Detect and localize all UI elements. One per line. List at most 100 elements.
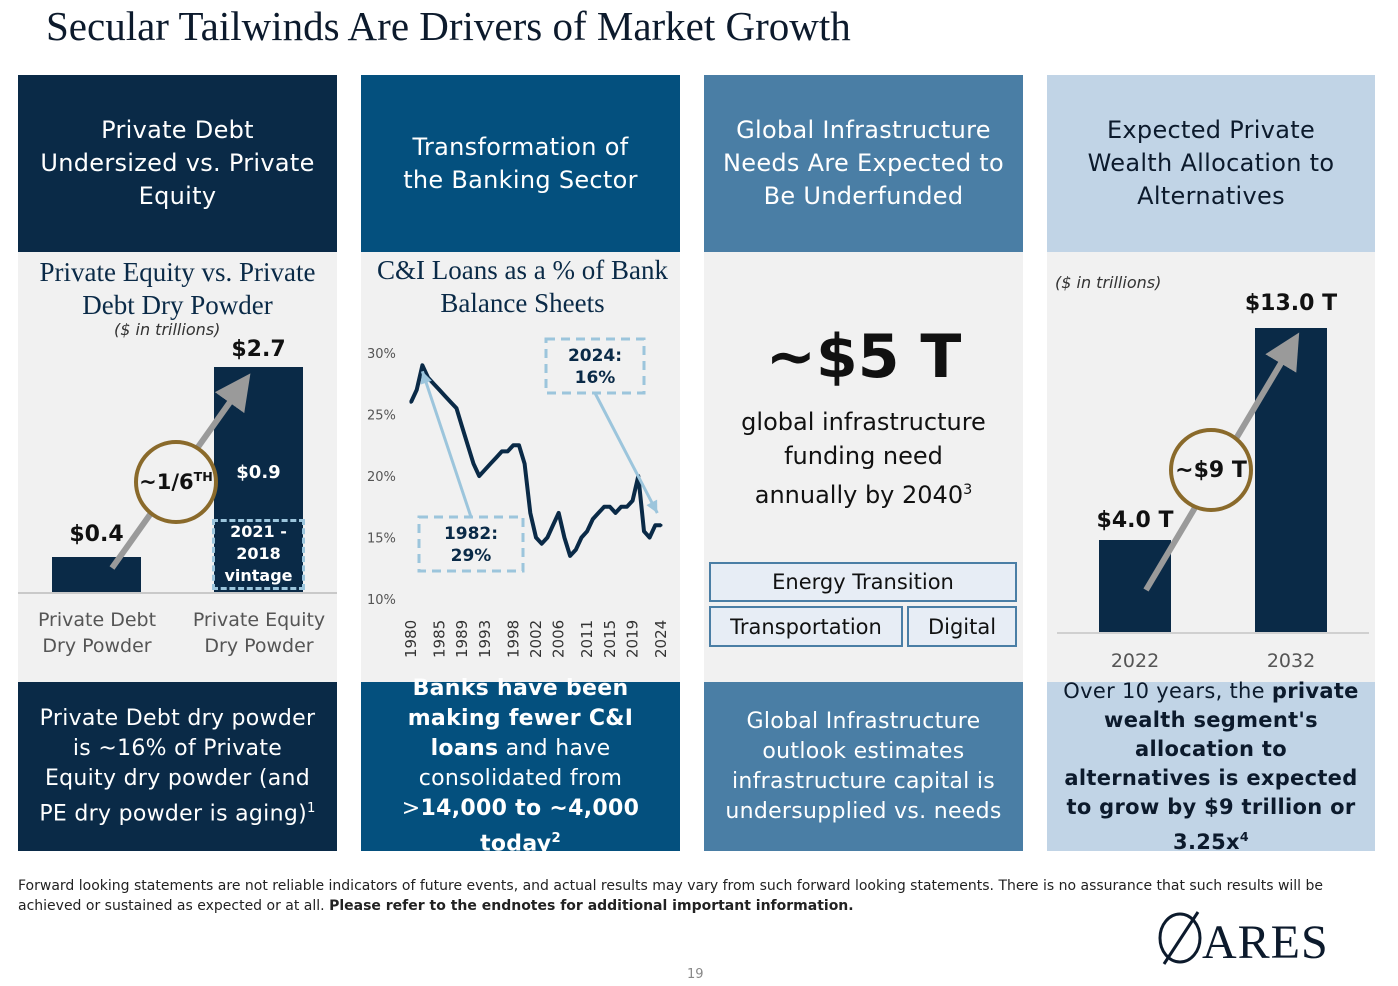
box-digital: Digital — [907, 606, 1017, 647]
logo-ring — [1158, 912, 1202, 964]
data-point — [409, 400, 413, 404]
logo-slash — [1162, 911, 1200, 965]
vintage-label: 2021 - 2018 vintage — [224, 522, 293, 585]
annotation-2024-arrowhead — [646, 499, 658, 514]
data-point — [466, 443, 470, 447]
annotation-1982-arrowhead — [420, 371, 432, 385]
x-tick-label: 2024 — [652, 620, 670, 658]
data-point — [602, 505, 606, 509]
x-tick-label: 2019 — [624, 620, 642, 658]
ares-logo: ARES — [1156, 906, 1356, 970]
data-point — [534, 536, 538, 539]
data-point — [483, 468, 487, 472]
data-point — [614, 511, 618, 515]
data-point — [608, 505, 612, 509]
annotation-1982-box — [417, 515, 525, 573]
cat-private-debt: Private Debt Dry Powder — [37, 609, 157, 657]
bar-2022 — [1099, 540, 1171, 633]
ci-loans-chart: 30% 25% 20% 15% 10% 1980 1985 1989 1993 1998 2002 2… — [367, 337, 670, 658]
data-point — [511, 443, 515, 447]
x-tick-label: 2002 — [527, 620, 545, 658]
y-tick-label: 15% — [367, 532, 396, 547]
x-tick-label: 2015 — [601, 620, 619, 658]
data-point — [454, 406, 458, 410]
cat-2032: 2032 — [1266, 650, 1316, 672]
data-point — [574, 548, 578, 552]
data-point — [517, 443, 521, 447]
ratio-label: ~1/6TH — [139, 469, 213, 494]
x-tick-label: 1993 — [476, 620, 494, 658]
data-point — [489, 462, 493, 466]
data-point — [631, 499, 635, 503]
annotation-1982-arrow — [420, 370, 473, 518]
data-point — [472, 462, 475, 466]
data-point — [460, 425, 464, 429]
ares-logo-mark: ARES — [1158, 911, 1329, 969]
data-point — [432, 382, 436, 386]
cat-2022: 2022 — [1110, 650, 1160, 672]
y-tick-label: 20% — [367, 470, 396, 485]
col1-units: ($ in trillions) — [114, 320, 221, 339]
data-point — [506, 449, 510, 453]
data-point — [659, 523, 663, 527]
data-point — [477, 474, 481, 478]
y-tick-label: 10% — [367, 593, 396, 608]
x-tick-label: 1980 — [402, 620, 420, 658]
growth-label: ~$9 T — [1175, 458, 1247, 483]
col2-footer: Banks have been making fewer C&I loans a… — [361, 676, 680, 856]
data-point — [494, 456, 498, 460]
growth-circle — [1169, 428, 1253, 512]
data-point — [500, 449, 504, 453]
col2-chart-title: C&I Loans as a % of Bank Balance Sheets — [377, 255, 668, 318]
x-tick-label: 2011 — [578, 620, 596, 658]
data-point — [619, 505, 623, 509]
col1-footer: Private Debt dry powder is ~16% of Priva… — [18, 682, 337, 851]
annotation-1982-label: 1982: — [444, 524, 498, 544]
box-energy-transition: Energy Transition — [709, 562, 1017, 602]
page-number: 19 — [687, 967, 704, 982]
col2-header: Transformation of the Banking Sector — [361, 75, 680, 252]
data-point — [551, 523, 555, 527]
annotation-1982-label: 29% — [451, 546, 492, 566]
data-point — [523, 462, 527, 466]
data-point — [653, 523, 657, 527]
data-point — [648, 536, 652, 539]
y-tick-label: 25% — [367, 409, 396, 424]
data-point — [420, 363, 424, 367]
cat-private-equity: Private Equity Dry Powder — [192, 609, 326, 657]
data-point — [545, 536, 549, 539]
x-tick-label: 1985 — [430, 620, 448, 658]
data-point — [557, 511, 561, 515]
bar-label-private-equity: $2.7 — [231, 337, 286, 362]
data-point — [562, 536, 566, 539]
infra-description: global infrastructure funding need annua… — [741, 408, 986, 509]
x-tick-label: 1998 — [504, 620, 522, 658]
data-point — [437, 388, 441, 392]
vintage-box — [212, 519, 305, 590]
big-value: ~$5 T — [765, 322, 962, 392]
data-point — [443, 394, 447, 398]
disclaimer: Forward looking statements are not relia… — [18, 878, 1324, 914]
inner-value: $0.9 — [236, 462, 281, 483]
x-tick-label: 1989 — [453, 620, 471, 658]
col4-units: ($ in trillions) — [1055, 273, 1162, 292]
bar-2032 — [1255, 328, 1327, 633]
col4-header: Expected Private Wealth Allocation to Al… — [1047, 75, 1375, 252]
bar-label-2032: $13.0 T — [1244, 291, 1338, 316]
x-tick-label: 2006 — [550, 620, 568, 658]
annotation-2024-label: 16% — [575, 368, 616, 388]
data-point — [585, 529, 589, 533]
data-point — [591, 517, 595, 521]
data-point — [568, 554, 572, 558]
page-title: Secular Tailwinds Are Drivers of Market … — [46, 3, 851, 49]
data-point — [449, 400, 453, 404]
logo-text: ARES — [1202, 916, 1329, 969]
annotation-2024-arrow — [593, 392, 659, 514]
col2-panel — [361, 252, 680, 682]
bar-label-private-debt: $0.4 — [69, 522, 124, 547]
col1-chart-title: Private Equity vs. Private Debt Dry Powd… — [39, 257, 316, 320]
annotation-2024-label: 2024: — [568, 346, 622, 366]
data-point — [528, 511, 532, 515]
